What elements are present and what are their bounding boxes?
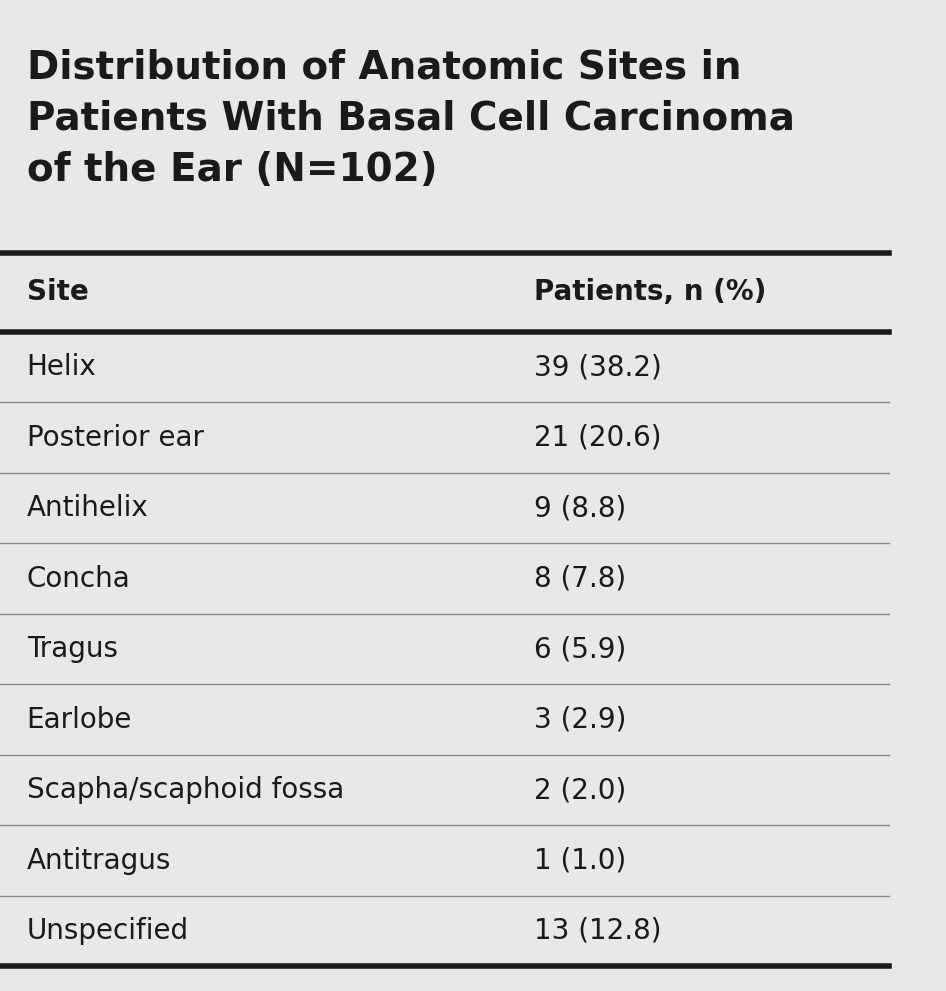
Text: Helix: Helix <box>26 353 96 382</box>
Text: Distribution of Anatomic Sites in
Patients With Basal Cell Carcinoma
of the Ear : Distribution of Anatomic Sites in Patien… <box>26 49 795 189</box>
Text: 3 (2.9): 3 (2.9) <box>534 706 626 733</box>
Text: Site: Site <box>26 278 88 306</box>
Text: 2 (2.0): 2 (2.0) <box>534 776 626 804</box>
Text: 39 (38.2): 39 (38.2) <box>534 353 661 382</box>
Text: 9 (8.8): 9 (8.8) <box>534 495 626 522</box>
Text: Earlobe: Earlobe <box>26 706 132 733</box>
Text: Antitragus: Antitragus <box>26 846 171 874</box>
Text: Scapha/scaphoid fossa: Scapha/scaphoid fossa <box>26 776 344 804</box>
Text: Posterior ear: Posterior ear <box>26 424 203 452</box>
Text: Concha: Concha <box>26 565 131 593</box>
Text: 21 (20.6): 21 (20.6) <box>534 424 661 452</box>
Text: Tragus: Tragus <box>26 635 117 663</box>
Text: 13 (12.8): 13 (12.8) <box>534 917 661 945</box>
Text: Antihelix: Antihelix <box>26 495 149 522</box>
Text: Unspecified: Unspecified <box>26 917 189 945</box>
Text: 6 (5.9): 6 (5.9) <box>534 635 626 663</box>
Text: 8 (7.8): 8 (7.8) <box>534 565 625 593</box>
Text: Patients, n (%): Patients, n (%) <box>534 278 766 306</box>
Text: 1 (1.0): 1 (1.0) <box>534 846 626 874</box>
